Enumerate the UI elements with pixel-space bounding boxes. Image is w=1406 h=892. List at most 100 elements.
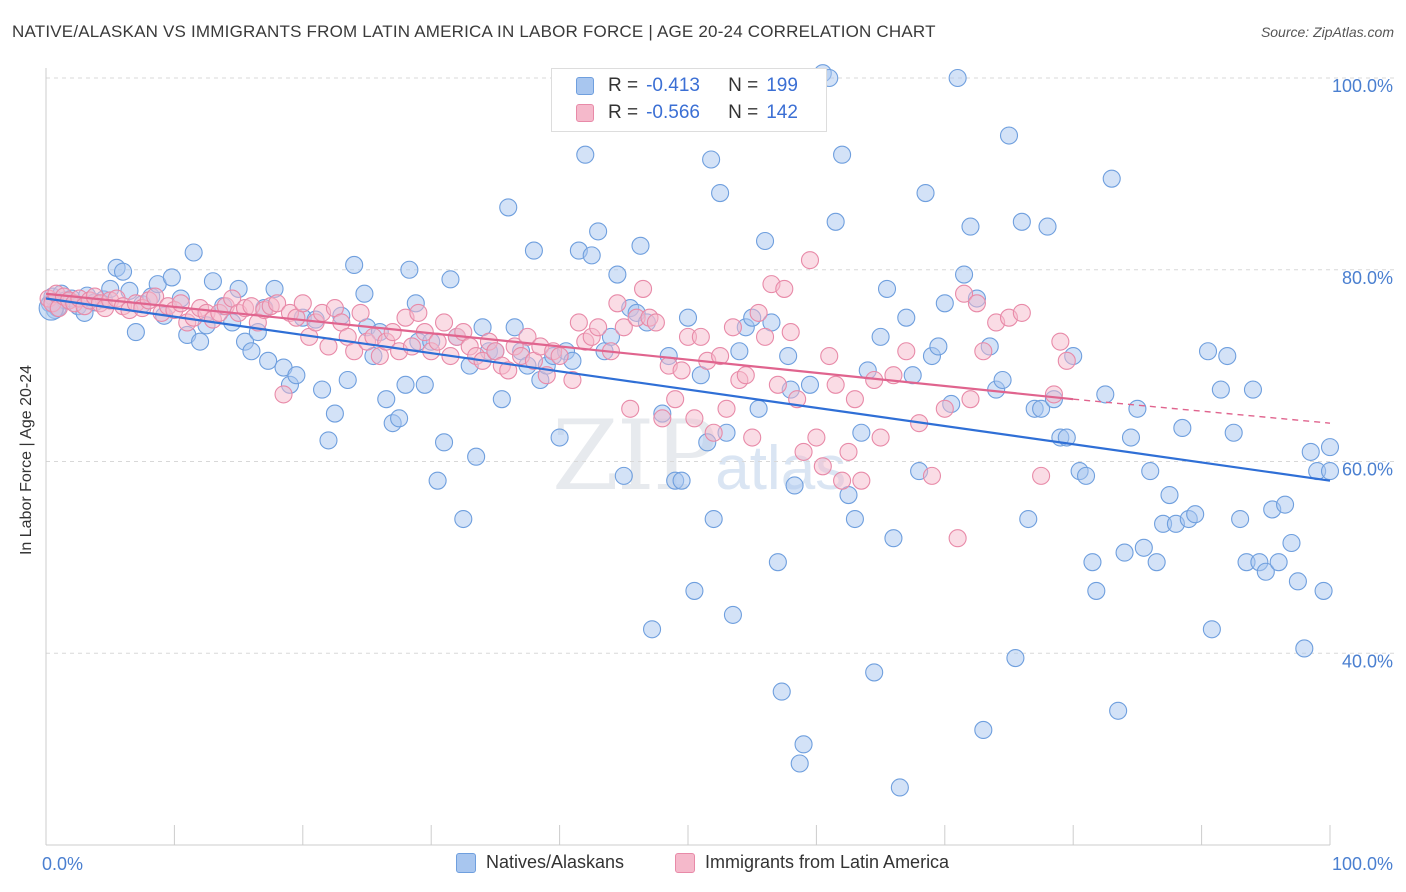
stats-row-immigrants: R = -0.566 N = 142 <box>576 101 798 125</box>
natives-point <box>779 346 798 366</box>
immigrants-point <box>1044 385 1063 404</box>
source-label: Source: ZipAtlas.com <box>1260 24 1394 40</box>
immigrants-point <box>685 409 704 428</box>
natives-point <box>400 260 419 279</box>
immigrants-point <box>428 332 447 351</box>
natives-legend-swatch <box>456 852 476 873</box>
natives-point <box>833 145 852 164</box>
axes <box>45 68 1331 846</box>
natives-point <box>730 342 749 361</box>
natives-point <box>1141 462 1160 481</box>
immigrants-point <box>293 294 312 313</box>
natives-point <box>1186 505 1205 524</box>
immigrants-point <box>563 370 582 390</box>
natives-point <box>723 605 742 624</box>
series-legend: Natives/Alaskans Immigrants from Latin A… <box>0 852 1406 876</box>
natives-point <box>845 509 864 529</box>
immigrants-point <box>935 399 954 418</box>
r-label: R = <box>608 75 639 96</box>
natives-point <box>794 735 813 754</box>
natives-point <box>871 327 890 346</box>
immigrants-point <box>781 323 800 342</box>
natives-point <box>955 265 974 284</box>
natives-point <box>434 433 454 452</box>
legend-item-natives[interactable]: Natives/Alaskans <box>456 852 624 873</box>
natives-point <box>935 294 954 313</box>
immigrants-point <box>794 442 813 461</box>
natives-point <box>338 370 357 390</box>
gridlines <box>46 77 1395 654</box>
natives-point <box>1012 212 1031 231</box>
natives-swatch <box>576 77 594 95</box>
natives-point <box>113 262 133 281</box>
immigrants-trend-extension <box>1073 398 1331 424</box>
legend-item-immigrants[interactable]: Immigrants from Latin America <box>675 852 949 873</box>
natives-point <box>685 581 704 600</box>
natives-point <box>678 308 698 327</box>
natives-point <box>1173 418 1192 437</box>
natives-point <box>505 318 524 337</box>
natives-point <box>877 279 897 298</box>
natives-point <box>1115 543 1134 562</box>
natives-point <box>1211 380 1230 399</box>
immigrants-point <box>691 327 710 346</box>
natives-point <box>1288 572 1307 591</box>
x-tick-label: 0.0% <box>42 854 83 874</box>
natives-point <box>772 682 791 701</box>
natives-point <box>325 404 344 423</box>
immigrants-point <box>1012 303 1031 322</box>
natives-point <box>1231 509 1250 529</box>
natives-point <box>191 332 210 351</box>
immigrants-n-value: 142 <box>766 102 798 123</box>
natives-point <box>1276 495 1295 514</box>
natives-point <box>1295 639 1314 658</box>
natives-point <box>865 663 884 682</box>
immigrants-point <box>704 423 723 442</box>
natives-point <box>1147 553 1166 572</box>
immigrants-legend-swatch <box>675 852 695 873</box>
natives-point <box>702 150 721 169</box>
immigrants-point <box>813 457 832 476</box>
natives-point <box>1320 438 1340 457</box>
natives-point <box>576 145 595 164</box>
natives-point <box>589 222 608 241</box>
natives-point <box>916 184 935 203</box>
immigrants-swatch <box>576 104 594 122</box>
y-tick-label: 100.0% <box>1332 76 1393 96</box>
y-axis-label: In Labor Force | Age 20-24 <box>18 364 35 556</box>
y-tick-label: 80.0% <box>1342 268 1393 288</box>
natives-point <box>826 212 845 231</box>
immigrants-point <box>974 342 993 361</box>
natives-point <box>492 390 511 409</box>
immigrants-point <box>1032 466 1051 485</box>
immigrants-point <box>820 346 839 366</box>
immigrants-point <box>614 318 633 337</box>
immigrants-point <box>755 327 775 346</box>
natives-point <box>1256 562 1275 581</box>
natives-point <box>1038 217 1057 236</box>
immigrants-point <box>871 428 890 447</box>
immigrants-point <box>839 442 858 461</box>
immigrants-point <box>845 390 864 409</box>
natives-point <box>785 476 804 495</box>
immigrants-point <box>653 409 672 428</box>
natives-point <box>1198 342 1218 361</box>
natives-point <box>642 620 662 639</box>
natives-point <box>1243 380 1263 399</box>
natives-point <box>884 529 903 548</box>
immigrants-point <box>646 313 665 332</box>
n-label: N = <box>728 75 759 96</box>
r-label: R = <box>608 102 639 123</box>
legend-label-immigrants: Immigrants from Latin America <box>705 852 950 872</box>
natives-point <box>1218 346 1237 366</box>
natives-point <box>1269 553 1288 572</box>
immigrants-point <box>736 366 755 385</box>
immigrants-point <box>1051 332 1070 351</box>
natives-point <box>1096 385 1115 404</box>
natives-point <box>1109 701 1128 720</box>
natives-point <box>768 553 787 572</box>
immigrants-point <box>434 313 454 332</box>
natives-points <box>38 64 1340 797</box>
natives-point <box>1019 509 1038 529</box>
immigrants-point <box>800 251 820 270</box>
